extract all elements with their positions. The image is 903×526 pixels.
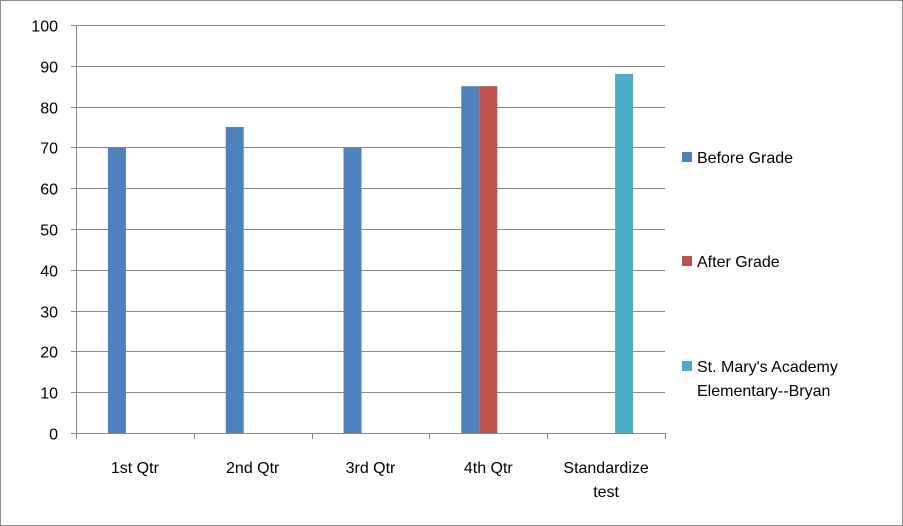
- y-tick-label: 90: [40, 60, 58, 77]
- legend-swatch: [682, 152, 692, 162]
- legend-swatch: [682, 361, 692, 371]
- y-tick-label: 20: [40, 345, 58, 362]
- bar: [108, 147, 126, 433]
- legend-label: Before Grade: [697, 150, 793, 167]
- y-tick-labels: 0 10 20 30 40 50 60 70 80 90 100: [31, 19, 58, 444]
- y-tick-label: 40: [40, 264, 58, 281]
- legend-label: St. Mary's Academy Elementary--Bryan: [697, 359, 838, 400]
- x-tick-label: 1st Qtr: [111, 460, 160, 477]
- legend: Before Grade After Grade St. Mary's Academ…: [682, 150, 838, 400]
- bar: [344, 147, 362, 433]
- y-tick-label: 50: [40, 223, 58, 240]
- y-tick-label: 60: [40, 182, 58, 199]
- x-tick-label: 3rd Qtr: [346, 460, 396, 477]
- gridlines: [76, 26, 665, 393]
- y-tick-label: 70: [40, 141, 58, 158]
- legend-label: After Grade: [697, 254, 780, 271]
- bars: [108, 74, 633, 433]
- bar: [461, 86, 479, 433]
- y-tick-label: 10: [40, 386, 58, 403]
- y-tick-label: 0: [49, 427, 58, 444]
- x-tick-label: Standardize test: [563, 460, 648, 501]
- legend-swatch: [682, 256, 692, 266]
- axes: [71, 25, 666, 439]
- bar: [479, 86, 497, 433]
- y-tick-label: 100: [31, 19, 58, 36]
- x-tick-labels: 1st Qtr 2nd Qtr 3rd Qtr 4th Qtr Standardize t…: [111, 460, 649, 501]
- x-tick-label: 4th Qtr: [464, 460, 514, 477]
- y-tick-label: 30: [40, 305, 58, 322]
- bar: [226, 127, 244, 433]
- x-tick-label: 2nd Qtr: [226, 460, 280, 477]
- bar: [615, 74, 633, 433]
- y-tick-label: 80: [40, 101, 58, 118]
